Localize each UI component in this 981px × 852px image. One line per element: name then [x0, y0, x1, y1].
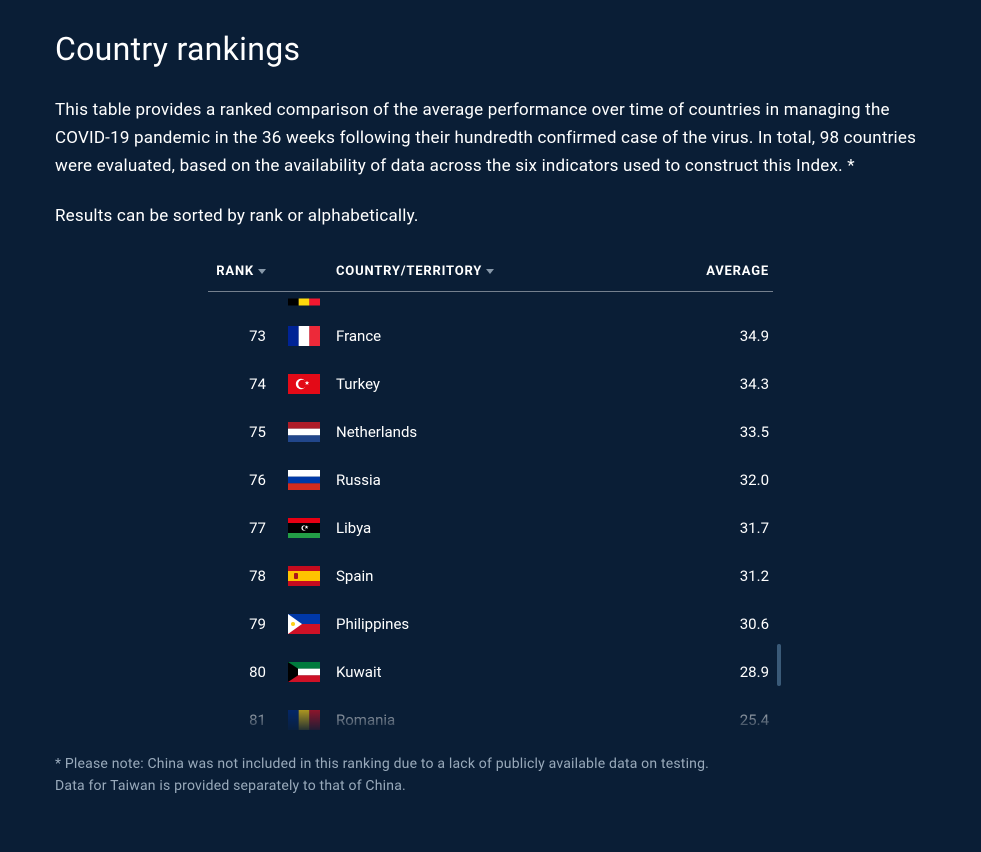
col-header-country[interactable]: COUNTRY/TERRITORY [336, 254, 663, 292]
cell-country: Russia [336, 456, 663, 504]
cell-flag [288, 292, 336, 313]
cell-average: 31.7 [663, 504, 773, 552]
cell-flag [288, 552, 336, 600]
cell-country: Spain [336, 552, 663, 600]
chevron-down-icon [258, 269, 266, 274]
cell-rank: 81 [208, 696, 288, 738]
footnote-line-1: * Please note: China was not included in… [55, 756, 709, 772]
table-row[interactable]: 73 France 34.9 [208, 312, 773, 360]
cell-flag [288, 312, 336, 360]
table-row[interactable]: 79 Philippines 30.6 [208, 600, 773, 648]
col-header-flag [288, 254, 336, 292]
table-row[interactable]: 76 Russia 32.0 [208, 456, 773, 504]
cell-average [663, 292, 773, 313]
cell-average: 34.3 [663, 360, 773, 408]
col-header-average: AVERAGE [663, 254, 773, 292]
cell-rank: 74 [208, 360, 288, 408]
col-header-country-label: COUNTRY/TERRITORY [336, 264, 482, 279]
cell-average: 30.6 [663, 600, 773, 648]
footnote: * Please note: China was not included in… [55, 754, 926, 797]
table-row[interactable]: 80 Kuwait 28.9 [208, 648, 773, 696]
cell-flag [288, 360, 336, 408]
cell-average: 33.5 [663, 408, 773, 456]
cell-average: 31.2 [663, 552, 773, 600]
intro-paragraph: This table provides a ranked comparison … [55, 96, 926, 180]
cell-rank [208, 292, 288, 313]
cell-rank: 75 [208, 408, 288, 456]
cell-average: 28.9 [663, 648, 773, 696]
col-header-rank[interactable]: RANK [208, 254, 288, 292]
cell-country [336, 292, 663, 313]
cell-country: Libya [336, 504, 663, 552]
cell-rank: 78 [208, 552, 288, 600]
cell-flag [288, 408, 336, 456]
cell-flag [288, 504, 336, 552]
table-row[interactable]: 75 Netherlands 33.5 [208, 408, 773, 456]
cell-average: 25.4 [663, 696, 773, 738]
cell-rank: 77 [208, 504, 288, 552]
footnote-line-2: Data for Taiwan is provided separately t… [55, 778, 406, 794]
cell-flag [288, 696, 336, 738]
cell-rank: 79 [208, 600, 288, 648]
cell-flag [288, 648, 336, 696]
page-title: Country rankings [55, 30, 926, 68]
rankings-table: RANK COUNTRY/TERRITORY AVERAGE 73 France… [208, 254, 773, 738]
table-row[interactable] [208, 292, 773, 313]
sort-note: Results can be sorted by rank or alphabe… [55, 206, 926, 226]
cell-country: Turkey [336, 360, 663, 408]
cell-country: Kuwait [336, 648, 663, 696]
cell-average: 32.0 [663, 456, 773, 504]
col-header-average-label: AVERAGE [706, 264, 769, 279]
scrollbar-thumb[interactable] [777, 644, 781, 686]
cell-flag [288, 600, 336, 648]
chevron-down-icon [486, 269, 494, 274]
table-row[interactable]: 74 Turkey 34.3 [208, 360, 773, 408]
cell-country: Romania [336, 696, 663, 738]
cell-rank: 80 [208, 648, 288, 696]
table-row[interactable]: 81 Romania 25.4 [208, 696, 773, 738]
cell-average: 34.9 [663, 312, 773, 360]
rankings-table-wrapper: RANK COUNTRY/TERRITORY AVERAGE 73 France… [208, 254, 773, 738]
cell-flag [288, 456, 336, 504]
cell-rank: 76 [208, 456, 288, 504]
table-row[interactable]: 77 Libya 31.7 [208, 504, 773, 552]
cell-country: France [336, 312, 663, 360]
cell-country: Netherlands [336, 408, 663, 456]
cell-rank: 73 [208, 312, 288, 360]
cell-country: Philippines [336, 600, 663, 648]
table-row[interactable]: 78 Spain 31.2 [208, 552, 773, 600]
col-header-rank-label: RANK [216, 264, 254, 279]
